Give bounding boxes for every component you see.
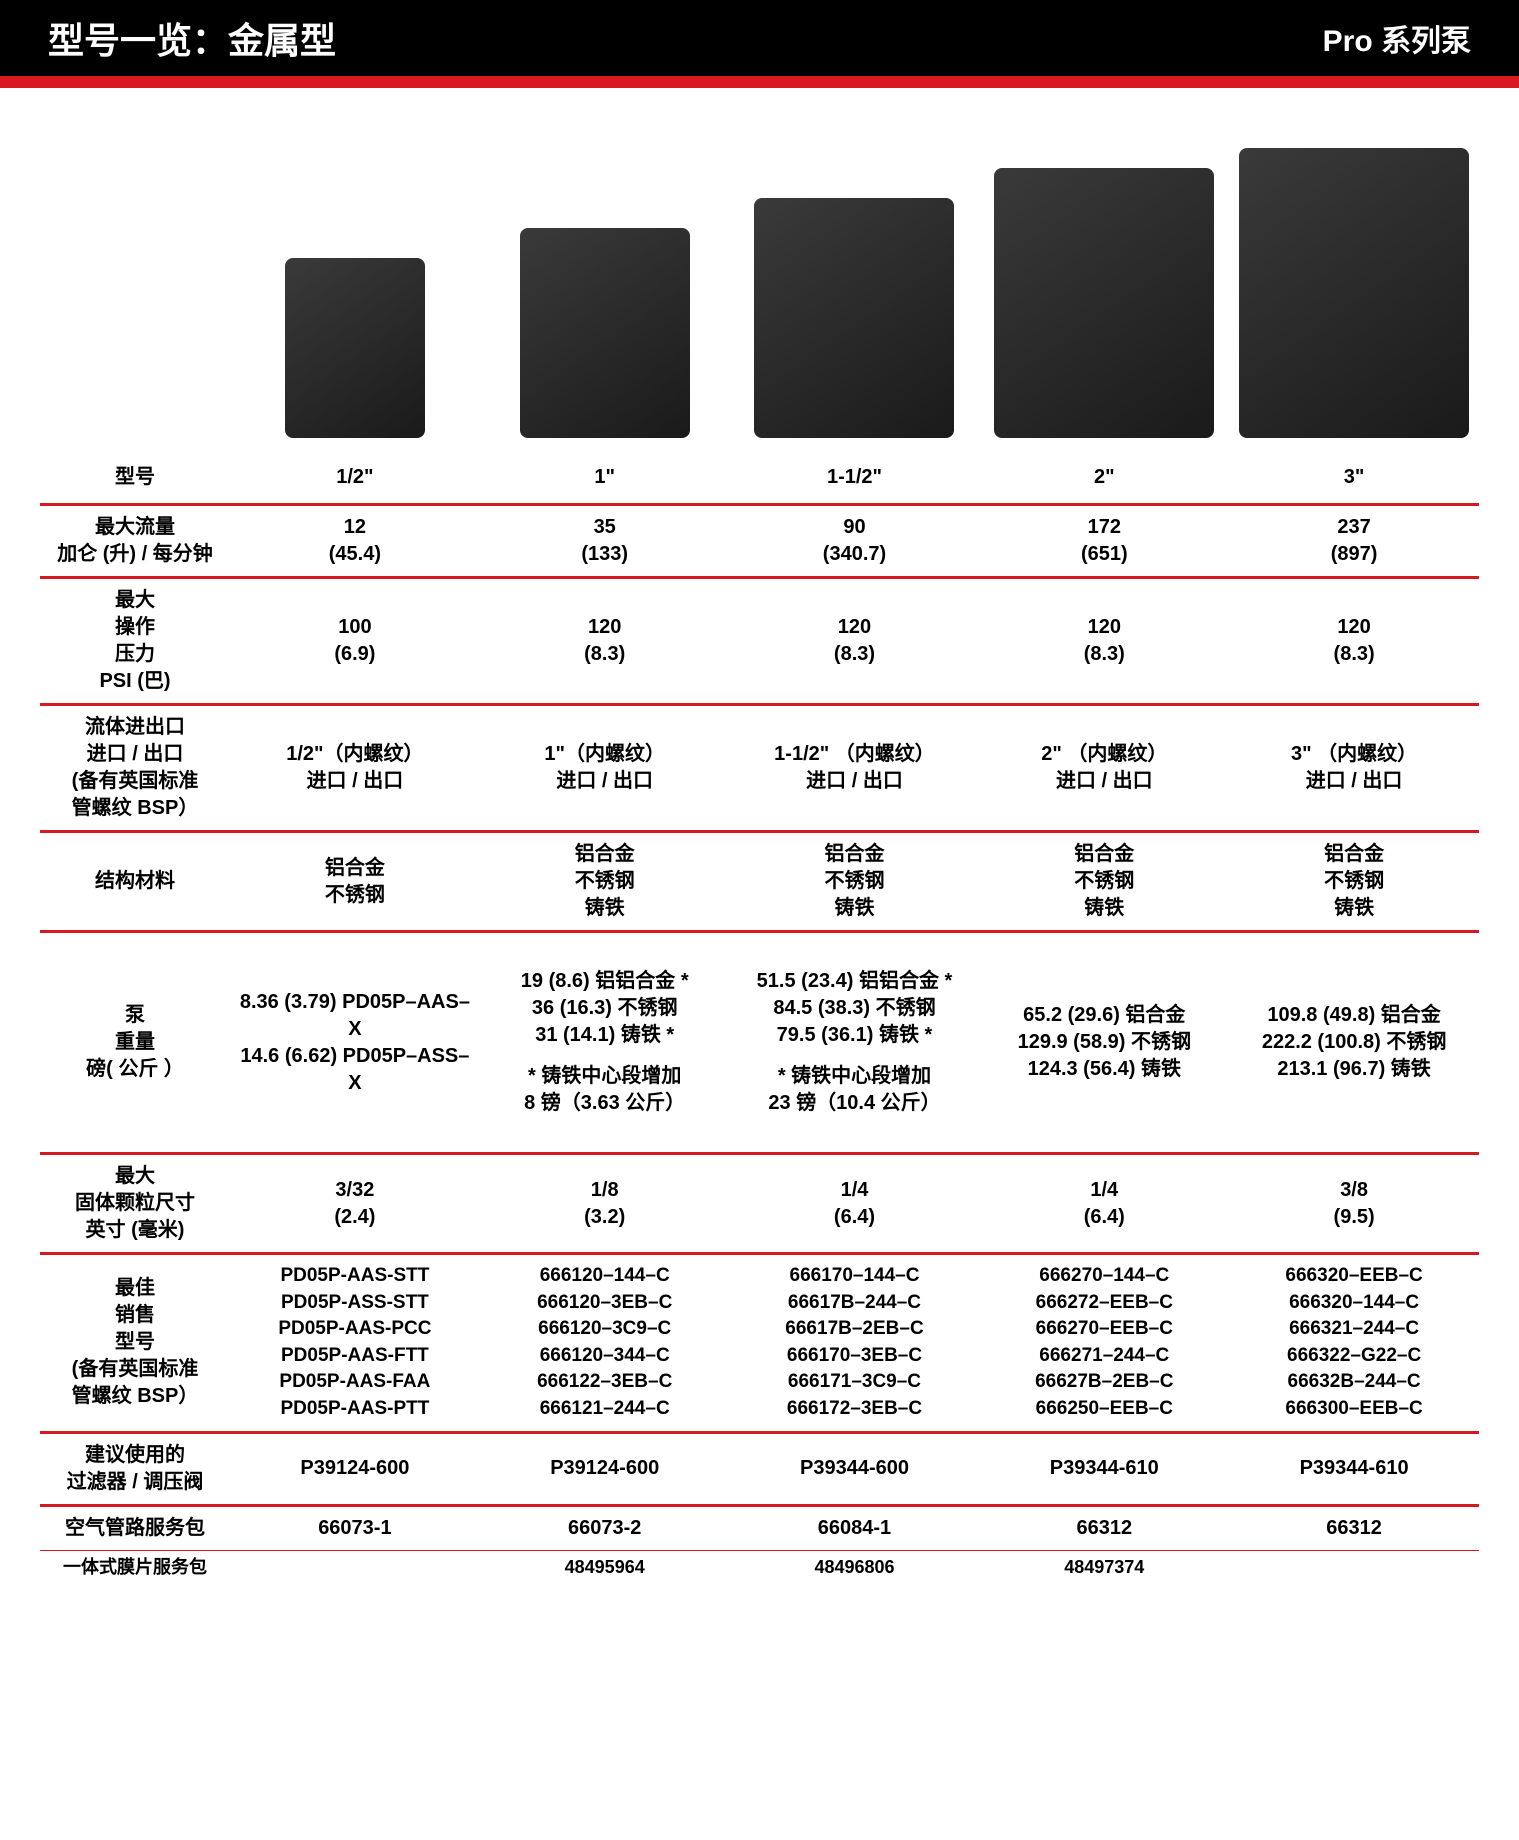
pump-image-3 xyxy=(994,168,1214,438)
weight-row: 泵 重量 磅( 公斤 ） 8.36 (3.79) PD05P–AAS–X 14.… xyxy=(40,932,1479,1154)
weight-1-main: 19 (8.6) 铝铝合金 * 36 (16.3) 不锈钢 31 (14.1) … xyxy=(521,970,689,1046)
fluidport-3: 2" （内螺纹） 进口 / 出口 xyxy=(979,705,1229,832)
airservice-1: 66073-2 xyxy=(480,1505,730,1550)
page-header: 型号一览：金属型 Pro 系列泵 xyxy=(0,0,1519,88)
fluidport-2: 1-1/2" （内螺纹） 进口 / 出口 xyxy=(730,705,980,832)
maxflow-0: 12 (45.4) xyxy=(230,505,480,578)
weight-2-note: * 铸铁中心段增加 23 镑（10.4 公斤） xyxy=(734,1063,976,1117)
bestmodels-3: 666270–144–C 666272–EEB–C 666270–EEB–C 6… xyxy=(979,1254,1229,1433)
airservice-2: 66084-1 xyxy=(730,1505,980,1550)
pressure-0: 100 (6.9) xyxy=(230,578,480,705)
material-0: 铝合金 不锈钢 xyxy=(230,832,480,932)
label-material: 结构材料 xyxy=(40,832,230,932)
weight-2-main: 51.5 (23.4) 铝铝合金 * 84.5 (38.3) 不锈钢 79.5 … xyxy=(757,970,953,1046)
weight-0-main: 8.36 (3.79) PD05P–AAS–X 14.6 (6.62) PD05… xyxy=(240,991,470,1094)
size-1: 1" xyxy=(480,448,730,505)
label-airservice: 空气管路服务包 xyxy=(40,1505,230,1550)
bestmodels-1: 666120–144–C 666120–3EB–C 666120–3C9–C 6… xyxy=(480,1254,730,1433)
pressure-4: 120 (8.3) xyxy=(1229,578,1479,705)
size-2: 1-1/2" xyxy=(730,448,980,505)
spec-table: 型号 1/2" 1" 1-1/2" 2" 3" 最大流量 加仑 (升) / 每分… xyxy=(40,108,1479,1583)
fluidport-4: 3" （内螺纹） 进口 / 出口 xyxy=(1229,705,1479,832)
material-3: 铝合金 不锈钢 铸铁 xyxy=(979,832,1229,932)
label-weight: 泵 重量 磅( 公斤 ） xyxy=(40,932,230,1154)
airservice-3: 66312 xyxy=(979,1505,1229,1550)
maxflow-4: 237 (897) xyxy=(1229,505,1479,578)
pressure-1: 120 (8.3) xyxy=(480,578,730,705)
label-solidsize: 最大 固体颗粒尺寸 英寸 (毫米) xyxy=(40,1154,230,1254)
pressure-3: 120 (8.3) xyxy=(979,578,1229,705)
solidsize-4: 3/8 (9.5) xyxy=(1229,1154,1479,1254)
solidsize-0: 3/32 (2.4) xyxy=(230,1154,480,1254)
material-4: 铝合金 不锈钢 铸铁 xyxy=(1229,832,1479,932)
pump-image-4 xyxy=(1239,148,1469,438)
filter-0: P39124-600 xyxy=(230,1432,480,1505)
label-bestmodels: 最佳 销售 型号 (备有英国标准 管螺纹 BSP） xyxy=(40,1254,230,1433)
bestmodels-0: PD05P-AAS-STT PD05P-ASS-STT PD05P-AAS-PC… xyxy=(230,1254,480,1433)
label-fluidport: 流体进出口 进口 / 出口 (备有英国标准 管螺纹 BSP） xyxy=(40,705,230,832)
diaphragm-0 xyxy=(230,1550,480,1583)
diaphragm-4 xyxy=(1229,1550,1479,1583)
label-filter: 建议使用的 过滤器 / 调压阀 xyxy=(40,1432,230,1505)
fluidport-0: 1/2"（内螺纹） 进口 / 出口 xyxy=(230,705,480,832)
weight-0: 8.36 (3.79) PD05P–AAS–X 14.6 (6.62) PD05… xyxy=(230,932,480,1154)
pressure-2: 120 (8.3) xyxy=(730,578,980,705)
size-4: 3" xyxy=(1229,448,1479,505)
size-0: 1/2" xyxy=(230,448,480,505)
material-row: 结构材料 铝合金 不锈钢 铝合金 不锈钢 铸铁 铝合金 不锈钢 铸铁 铝合金 不… xyxy=(40,832,1479,932)
airservice-0: 66073-1 xyxy=(230,1505,480,1550)
pump-image-1 xyxy=(520,228,690,438)
solidsize-2: 1/4 (6.4) xyxy=(730,1154,980,1254)
airservice-row: 空气管路服务包 66073-1 66073-2 66084-1 66312 66… xyxy=(40,1505,1479,1550)
weight-2: 51.5 (23.4) 铝铝合金 * 84.5 (38.3) 不锈钢 79.5 … xyxy=(730,932,980,1154)
filter-1: P39124-600 xyxy=(480,1432,730,1505)
weight-3-main: 65.2 (29.6) 铝合金 129.9 (58.9) 不锈钢 124.3 (… xyxy=(1018,1004,1191,1080)
solidsize-row: 最大 固体颗粒尺寸 英寸 (毫米) 3/32 (2.4) 1/8 (3.2) 1… xyxy=(40,1154,1479,1254)
material-2: 铝合金 不锈钢 铸铁 xyxy=(730,832,980,932)
model-size-row: 型号 1/2" 1" 1-1/2" 2" 3" xyxy=(40,448,1479,505)
airservice-4: 66312 xyxy=(1229,1505,1479,1550)
header-title-left: 型号一览：金属型 xyxy=(48,12,336,64)
filter-4: P39344-610 xyxy=(1229,1432,1479,1505)
header-title-right: Pro 系列泵 xyxy=(1323,16,1471,60)
fluidport-1: 1"（内螺纹） 进口 / 出口 xyxy=(480,705,730,832)
image-row xyxy=(40,108,1479,448)
bestmodels-4: 666320–EEB–C 666320–144–C 666321–244–C 6… xyxy=(1229,1254,1479,1433)
fluidport-row: 流体进出口 进口 / 出口 (备有英国标准 管螺纹 BSP） 1/2"（内螺纹）… xyxy=(40,705,1479,832)
weight-1: 19 (8.6) 铝铝合金 * 36 (16.3) 不锈钢 31 (14.1) … xyxy=(480,932,730,1154)
weight-4: 109.8 (49.8) 铝合金 222.2 (100.8) 不锈钢 213.1… xyxy=(1229,932,1479,1154)
solidsize-1: 1/8 (3.2) xyxy=(480,1154,730,1254)
size-3: 2" xyxy=(979,448,1229,505)
diaphragm-row: 一体式膜片服务包 48495964 48496806 48497374 xyxy=(40,1550,1479,1583)
filter-3: P39344-610 xyxy=(979,1432,1229,1505)
maxflow-row: 最大流量 加仑 (升) / 每分钟 12 (45.4) 35 (133) 90 … xyxy=(40,505,1479,578)
filter-row: 建议使用的 过滤器 / 调压阀 P39124-600 P39124-600 P3… xyxy=(40,1432,1479,1505)
diaphragm-3: 48497374 xyxy=(979,1550,1229,1583)
solidsize-3: 1/4 (6.4) xyxy=(979,1154,1229,1254)
pressure-row: 最大 操作 压力 PSI (巴) 100 (6.9) 120 (8.3) 120… xyxy=(40,578,1479,705)
label-pressure: 最大 操作 压力 PSI (巴) xyxy=(40,578,230,705)
maxflow-2: 90 (340.7) xyxy=(730,505,980,578)
material-1: 铝合金 不锈钢 铸铁 xyxy=(480,832,730,932)
maxflow-3: 172 (651) xyxy=(979,505,1229,578)
label-model: 型号 xyxy=(40,448,230,505)
pump-image-2 xyxy=(754,198,954,438)
pump-image-0 xyxy=(285,258,425,438)
weight-4-main: 109.8 (49.8) 铝合金 222.2 (100.8) 不锈钢 213.1… xyxy=(1262,1004,1447,1080)
diaphragm-1: 48495964 xyxy=(480,1550,730,1583)
label-maxflow: 最大流量 加仑 (升) / 每分钟 xyxy=(40,505,230,578)
weight-3: 65.2 (29.6) 铝合金 129.9 (58.9) 不锈钢 124.3 (… xyxy=(979,932,1229,1154)
filter-2: P39344-600 xyxy=(730,1432,980,1505)
label-diaphragm: 一体式膜片服务包 xyxy=(40,1550,230,1583)
bestmodels-row: 最佳 销售 型号 (备有英国标准 管螺纹 BSP） PD05P-AAS-STT … xyxy=(40,1254,1479,1433)
content-area: 型号 1/2" 1" 1-1/2" 2" 3" 最大流量 加仑 (升) / 每分… xyxy=(0,88,1519,1623)
bestmodels-2: 666170–144–C 66617B–244–C 66617B–2EB–C 6… xyxy=(730,1254,980,1433)
maxflow-1: 35 (133) xyxy=(480,505,730,578)
diaphragm-2: 48496806 xyxy=(730,1550,980,1583)
weight-1-note: * 铸铁中心段增加 8 镑（3.63 公斤） xyxy=(484,1063,726,1117)
